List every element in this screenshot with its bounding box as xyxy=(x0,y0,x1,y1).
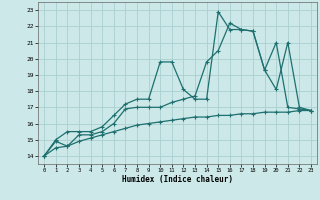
X-axis label: Humidex (Indice chaleur): Humidex (Indice chaleur) xyxy=(122,175,233,184)
